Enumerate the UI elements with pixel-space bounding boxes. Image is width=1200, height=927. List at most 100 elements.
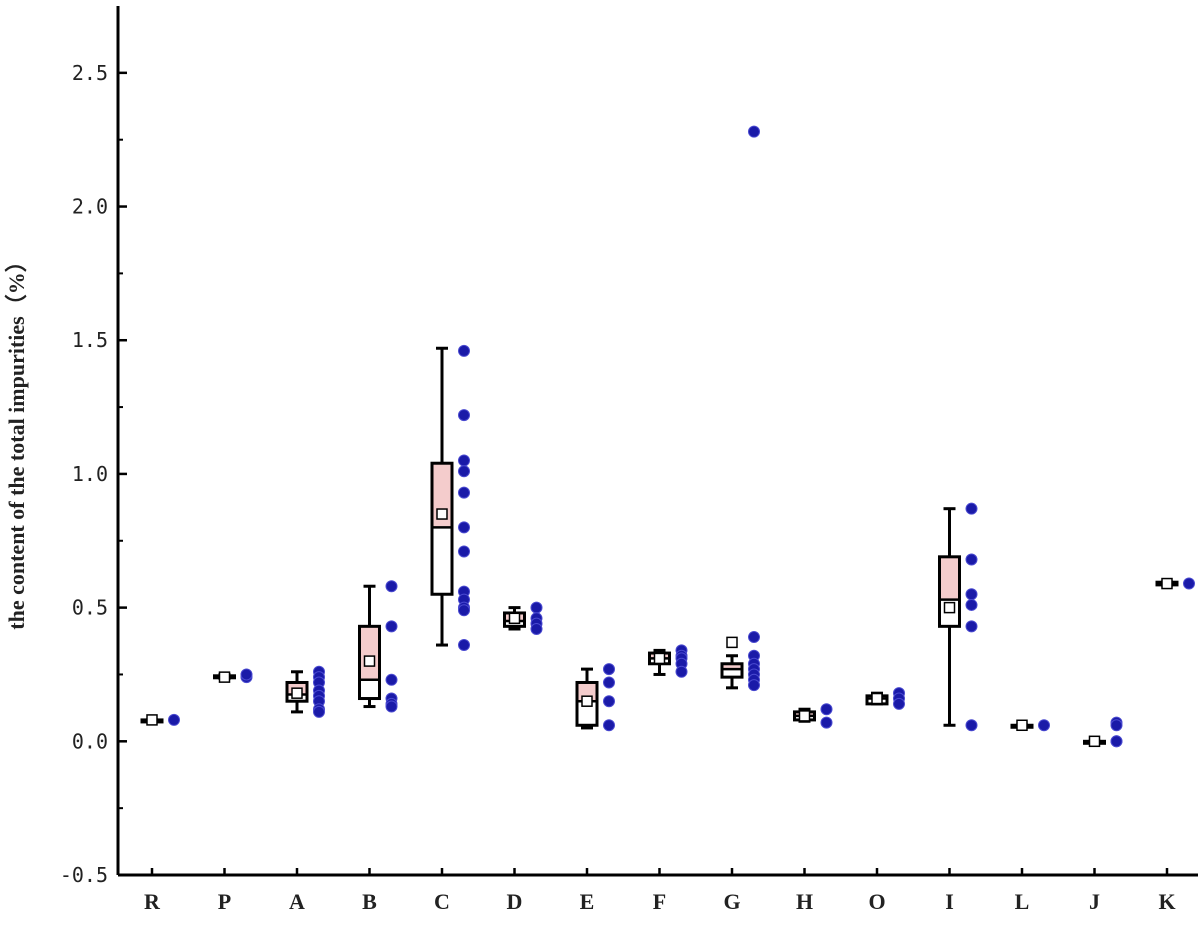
data-point-C: [458, 639, 470, 652]
box-outline: [575, 680, 599, 727]
box-O: [865, 691, 889, 706]
box-L: [1010, 719, 1034, 732]
data-point-C: [458, 454, 470, 467]
box-outline: [938, 555, 961, 628]
data-point-F: [675, 665, 688, 678]
data-point-E: [603, 719, 615, 732]
x-tick-label: D: [507, 889, 523, 914]
data-point-G: [748, 679, 760, 692]
mean-marker: [798, 710, 811, 722]
mean-marker: [1088, 735, 1101, 748]
box-D: [503, 606, 526, 631]
data-point-C: [458, 604, 470, 617]
axes: -0.5 0.0 0.5 1.0 1.5 2.0 2.5 R P A B C D E F G H O I L J K: [60, 6, 1198, 914]
x-tick-label: C: [434, 889, 450, 914]
data-point-C: [458, 465, 470, 478]
box-lower-fill: [577, 701, 597, 726]
data-point-B: [385, 620, 398, 633]
data-point-B: [385, 700, 398, 713]
data-point-I: [965, 502, 978, 515]
data-point-C: [458, 344, 470, 357]
data-point-C: [458, 521, 470, 534]
box-lower-fill: [722, 669, 742, 678]
data-point-I: [965, 719, 978, 732]
x-tick-label: R: [144, 889, 161, 914]
data-point-I: [965, 553, 978, 566]
box-lower-fill: [359, 679, 380, 699]
data-point-L: [1038, 719, 1050, 732]
data-point-C: [458, 545, 470, 558]
y-tick-label: 2.0: [72, 195, 108, 219]
data-point-A: [313, 705, 325, 718]
box-P: [213, 671, 236, 683]
data-point-P: [240, 668, 253, 681]
x-tick-label: B: [362, 889, 377, 914]
mean-marker: [1161, 577, 1173, 590]
data-point-H: [820, 703, 833, 716]
data-point-E: [603, 676, 615, 689]
box-K: [1155, 577, 1179, 590]
y-tick-label: 2.5: [72, 61, 108, 85]
x-tick-label: H: [796, 889, 813, 914]
x-tick-label: O: [868, 889, 885, 914]
x-tick-label: I: [945, 889, 954, 914]
mean-marker: [291, 687, 303, 699]
box-H: [793, 707, 816, 723]
box-outline: [358, 624, 381, 701]
box-outline: [285, 680, 309, 703]
x-tick-label: J: [1089, 889, 1100, 914]
box-I: [938, 507, 961, 727]
box-outline: [720, 662, 744, 679]
y-axis-label: the content of the total impurities（%）: [4, 250, 29, 629]
x-tick-label: F: [653, 889, 666, 914]
mean-marker: [943, 601, 956, 614]
box-lower-fill: [432, 527, 452, 595]
box-upper-fill: [939, 556, 960, 600]
box-upper-fill: [722, 663, 742, 670]
box-series: [140, 346, 1179, 748]
x-tick-label: L: [1015, 889, 1030, 914]
data-point-O: [893, 697, 905, 710]
data-point-D: [530, 601, 543, 614]
data-point-J: [1110, 735, 1123, 748]
y-tick-label: 1.5: [72, 328, 108, 352]
mean-marker: [1016, 719, 1028, 732]
data-point-I: [965, 598, 978, 611]
x-tick-label: G: [723, 889, 740, 914]
mean-marker: [146, 714, 158, 726]
box-E: [575, 667, 599, 730]
data-point-B: [385, 580, 398, 593]
box-F: [648, 648, 671, 676]
data-point-E: [603, 695, 615, 708]
mean-marker: [218, 671, 231, 683]
x-tick-label: K: [1158, 889, 1175, 914]
data-point-I: [965, 588, 978, 601]
box-A: [285, 670, 309, 714]
x-tick-label: E: [580, 889, 595, 914]
y-tick-label: 1.0: [72, 462, 108, 486]
y-tick-label: 0.0: [72, 729, 108, 753]
data-point-G: [748, 631, 760, 644]
data-point-C: [458, 486, 470, 499]
box-C: [430, 346, 454, 647]
mean-marker: [871, 692, 883, 705]
box-upper-fill: [359, 626, 380, 680]
data-point-K: [1183, 577, 1195, 590]
y-tick-label: -0.5: [60, 863, 108, 887]
mean-marker: [363, 655, 376, 667]
mean-marker: [726, 636, 738, 649]
box-G: [720, 636, 744, 690]
y-tick-label: 0.5: [72, 596, 108, 620]
data-point-R: [168, 713, 180, 726]
data-point-E: [603, 663, 615, 676]
data-point-I: [965, 620, 978, 633]
data-point-G: [748, 125, 760, 138]
mean-marker: [436, 508, 448, 520]
box-J: [1083, 735, 1106, 748]
x-tick-label: A: [289, 889, 305, 914]
mean-marker: [508, 612, 521, 625]
data-point-C: [458, 409, 470, 422]
data-point-J: [1110, 719, 1123, 732]
box-R: [140, 714, 164, 726]
